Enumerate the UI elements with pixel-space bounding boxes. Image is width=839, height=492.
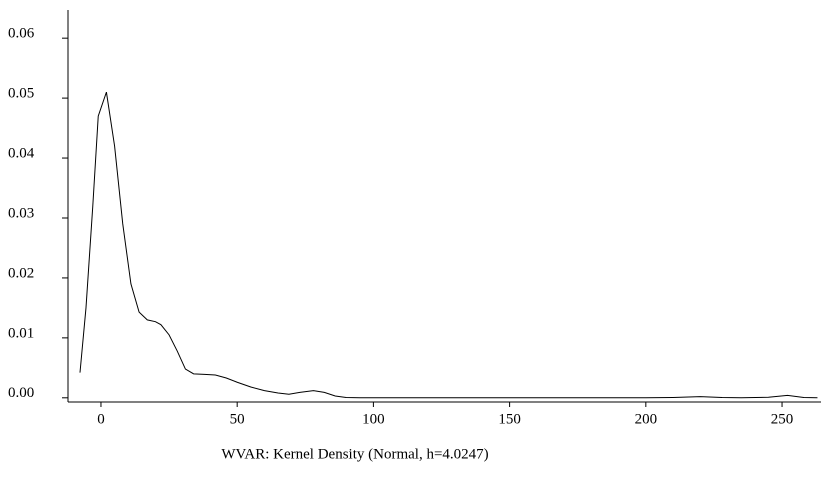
y-tick-label: 0.02	[8, 265, 34, 281]
y-tick-label: 0.06	[8, 26, 35, 42]
x-tick-label: 100	[362, 411, 385, 427]
density-line	[79, 91, 818, 399]
y-tick-label: 0.04	[8, 145, 35, 161]
y-tick-label: 0.03	[8, 205, 34, 221]
x-tick-label: 50	[230, 411, 245, 427]
x-tick-label: 150	[498, 411, 521, 427]
y-tick-label: 0.00	[8, 385, 34, 401]
x-tick-label: 200	[635, 411, 658, 427]
y-tick-label: 0.01	[8, 325, 34, 341]
chart-caption: WVAR: Kernel Density (Normal, h=4.0247)	[221, 446, 488, 462]
x-tick-label: 250	[771, 411, 794, 427]
y-tick-label: 0.05	[8, 86, 34, 102]
x-tick-label: 0	[97, 411, 105, 427]
